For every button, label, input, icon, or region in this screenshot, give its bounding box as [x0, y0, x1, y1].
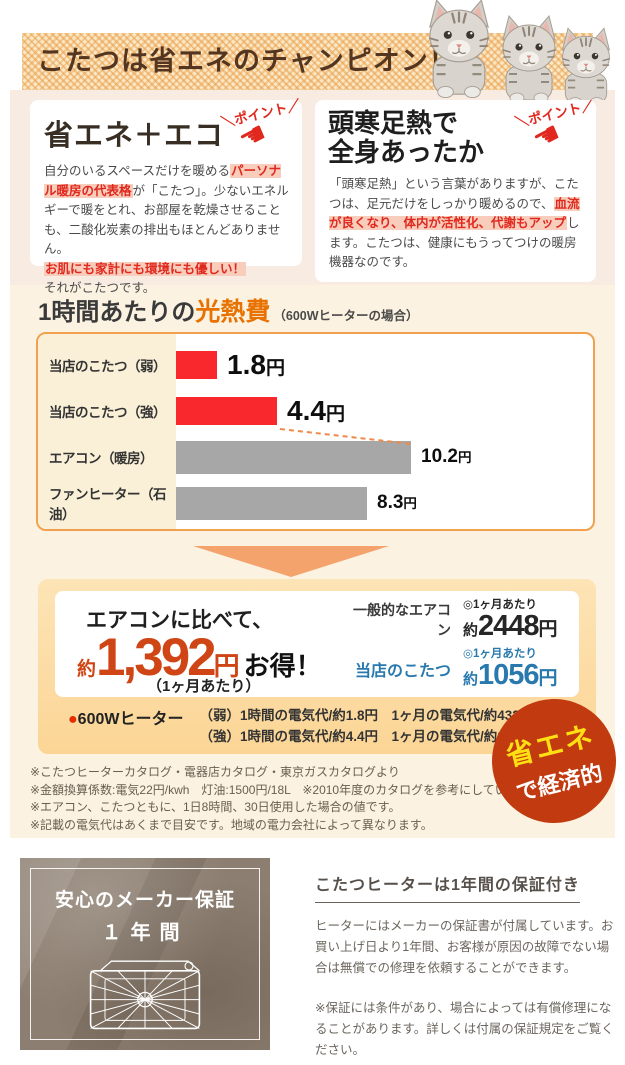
- comparison-value: ◎1ヶ月あたり 約1056円: [463, 647, 558, 691]
- feature-card-warmth: ＼ポイント／ ☚ 頭寒足熱で 全身あったか 「頭寒足熱」という言葉がありますが、こ…: [315, 97, 596, 282]
- bar-label: 当店のこたつ（強）: [49, 405, 167, 420]
- savings-gain-label: お得！: [243, 651, 322, 681]
- chart-row-aircon: エアコン（暖房） 10.2円: [38, 434, 593, 480]
- page-title: こたつは省エネのチャンピオン！: [37, 46, 457, 76]
- chart-label-column: [38, 334, 176, 529]
- guarantee-paragraph1: ヒーターにはメーカーの保証書が付属しています。お買い上げ日より1年間、お客様が原…: [315, 919, 614, 975]
- feature-card-eco: ＼ポイント／ ☚ 省エネ＋エコ 自分のいるスペースだけを暖めるパーソナル暖房の代…: [30, 97, 302, 295]
- feature-eco-title: 省エネ＋エコ: [44, 120, 225, 152]
- chart-title: 1時間あたりの光熱費 （600Wヒーターの場合）: [38, 298, 419, 326]
- bar-value: 1.8円: [227, 349, 285, 380]
- bar-aircon: [176, 440, 411, 474]
- chart-row-fan-heater: ファンヒーター（石油） 8.3円: [38, 480, 593, 526]
- bar-label: エアコン（暖房）: [49, 451, 154, 466]
- title-banner: こたつは省エネのチャンピオン！: [22, 33, 593, 90]
- bar-value: 4.4円: [287, 395, 345, 426]
- heater-spec-line: （弱）1時間の電気代/約1.8円 1ヶ月の電気代/約432円: [199, 708, 534, 723]
- down-arrow-icon: [193, 546, 389, 577]
- savings-period: （1ヶ月あたり）: [147, 678, 261, 695]
- chart-row-kotatsu-high: 当店のこたつ（強） 4.4円: [38, 388, 593, 434]
- footnotes: ※こたつヒーターカタログ・電器店カタログ・東京ガスカタログより ※金額換算係数:…: [30, 764, 542, 834]
- savings-amount-number: 1,392: [96, 628, 217, 687]
- heater-spec-line: （強）1時間の電気代/約4.4円 1ヶ月の電気代/約1056円: [199, 729, 541, 744]
- footnote: ※記載の電気代はあくまで目安です。地域の電力会社によって異なります。: [30, 817, 433, 832]
- feature-warmth-title: 頭寒足熱で 全身あったか: [328, 108, 485, 167]
- comparison-row-aircon: 一般的なエアコン ◎1ヶ月あたり 約2448円: [353, 597, 573, 643]
- footnote: ※金額換算係数:電気22円/kwh 灯油:1500円/18L ※2010年度のカ…: [30, 782, 542, 797]
- chart-title-note: （600Wヒーターの場合）: [273, 309, 419, 323]
- guarantee-panel-line2: １年間: [101, 922, 189, 944]
- point-badge: ＼ポイント／ ☚: [220, 97, 302, 157]
- guarantee-text-column: こたつヒーターは1年間の保証付き ヒーターにはメーカーの保証書が付属しています。…: [315, 871, 617, 1061]
- bar-label: 当店のこたつ（弱）: [49, 359, 167, 374]
- bar-value: 10.2円: [421, 446, 472, 467]
- heater-spec: ●600Wヒーター （弱）1時間の電気代/約1.8円 1ヶ月の電気代/約432円…: [68, 705, 541, 747]
- kotatsu-heater-icon: [89, 960, 201, 1030]
- guarantee-panel-frame: [30, 868, 260, 1040]
- point-badge: ＼ポイント／ ☚: [514, 97, 596, 157]
- comparison-row-kotatsu: 当店のこたつ ◎1ヶ月あたり 約1056円: [353, 646, 573, 692]
- heater-spec-lines: （弱）1時間の電気代/約1.8円 1ヶ月の電気代/約432円 （強）1時間の電気…: [199, 705, 540, 747]
- savings-headline: エアコンに比べて、: [86, 609, 274, 632]
- bar-label: ファンヒーター（石油）: [49, 487, 167, 522]
- footnote: ※こたつヒーターカタログ・電器店カタログ・東京ガスカタログより: [30, 765, 400, 779]
- guarantee-heading: こたつヒーターは1年間の保証付き: [315, 871, 580, 903]
- bar-kotatsu-high: [176, 397, 277, 425]
- bar-kotatsu-low: [176, 351, 217, 379]
- savings-panel: エアコンに比べて、 約1,392円 お得！ （1ヶ月あたり） 一般的なエアコン ◎…: [38, 579, 596, 754]
- comparison-label: 一般的なエアコン: [353, 602, 451, 638]
- feature-eco-text: 自分のいるスペースだけを暖めるパーソナル暖房の代表格が「こたつ」。少ないエネルギ…: [44, 164, 289, 295]
- guarantee-panel: 安心のメーカー保証 １年間: [20, 858, 270, 1050]
- feature-warmth-text: 「頭寒足熱」という言葉がありますが、こたつは、足元だけをしっかり暖めるので、血流…: [329, 177, 580, 269]
- guarantee-paragraph2: ※保証には条件があり、場合によっては有償修理になることがあります。詳しくは付属の…: [315, 1001, 614, 1057]
- comparison-value: ◎1ヶ月あたり 約2448円: [463, 598, 558, 642]
- comparison-label: 当店のこたつ: [354, 663, 451, 680]
- savings-summary-box: エアコンに比べて、 約1,392円 お得！ （1ヶ月あたり） 一般的なエアコン ◎…: [55, 591, 579, 697]
- bar-fan-heater: [176, 486, 367, 520]
- cost-bar-chart: 当店のこたつ（弱） 1.8円 当店のこたつ（強） 4.4円 エアコン（暖房） 1…: [36, 332, 595, 531]
- chart-title-emphasis: 光熱費: [195, 298, 271, 326]
- highlight-kind-to-all: お肌にも家計にも環境にも優しい！: [44, 261, 247, 276]
- bar-value: 8.3円: [377, 492, 417, 513]
- chart-row-kotatsu-low: 当店のこたつ（弱） 1.8円: [38, 342, 593, 388]
- footnote: ※エアコン、こたつともに、1日8時間、30日使用した場合の値です。: [30, 800, 401, 814]
- bullet-icon: ●: [68, 711, 78, 728]
- savings-amount: 約1,392円 お得！: [77, 628, 322, 687]
- heater-spec-label: ●600Wヒーター: [68, 711, 184, 728]
- guarantee-panel-line1: 安心のメーカー保証: [54, 890, 235, 911]
- kittens-image: [428, 0, 611, 100]
